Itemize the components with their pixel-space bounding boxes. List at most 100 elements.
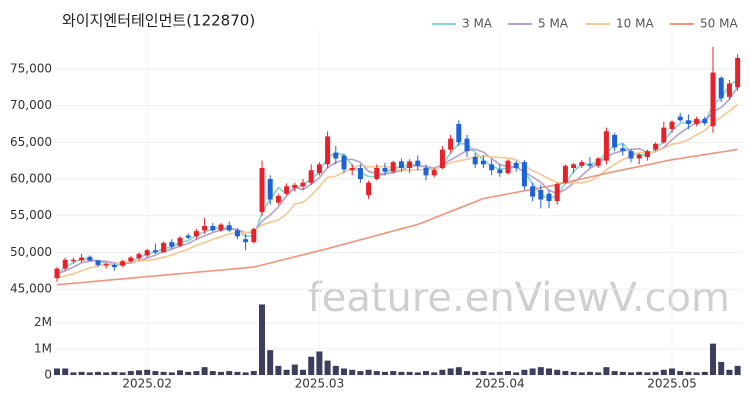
volume-tick-label: 2M (34, 315, 52, 329)
watermark: feature.enViewV.com (308, 275, 730, 321)
volume-bar (365, 369, 372, 375)
candle-body (620, 148, 626, 152)
candle-body (349, 168, 355, 171)
volume-bar (54, 368, 60, 375)
candle-body (169, 242, 175, 247)
volume-bar (480, 371, 487, 375)
volume-bar (660, 369, 667, 375)
candle-body (103, 264, 109, 266)
volume-bar (291, 364, 298, 375)
candle-body (415, 160, 421, 166)
candle-body (218, 224, 224, 231)
candle-body (259, 168, 265, 213)
candle-body (497, 169, 503, 174)
volume-bar (652, 371, 659, 375)
volume-bar (398, 371, 405, 375)
volume-bar (300, 369, 306, 375)
volume-bar (341, 368, 347, 375)
candle-body (144, 250, 150, 256)
candle-body (431, 170, 437, 176)
legend-label: 3 MA (462, 17, 493, 31)
candle-body (54, 268, 60, 279)
candle-body (275, 195, 281, 203)
volume-tick-label: 1M (34, 341, 52, 355)
volume-bar (152, 371, 159, 375)
volume-bar (168, 372, 175, 375)
volume-bar (472, 371, 479, 375)
candle-body (120, 261, 126, 266)
ma-line (56, 148, 738, 286)
x-tick-label: 2025.03 (295, 377, 345, 391)
volume-bar (496, 371, 503, 375)
volume-bar (505, 371, 511, 375)
candle-body (70, 259, 76, 262)
candle-body (562, 165, 568, 183)
candle-body (456, 123, 462, 143)
ma-line (56, 79, 739, 275)
candle-body (325, 136, 331, 165)
candle-body (521, 162, 527, 187)
candle-body (333, 152, 339, 159)
volume-bar (431, 372, 438, 375)
candle-body (612, 134, 618, 148)
candle-body (489, 164, 495, 171)
volume-bar (447, 368, 454, 375)
candle-body (464, 138, 470, 152)
volume-bar (209, 371, 216, 375)
volume-bar (554, 369, 561, 375)
volume-bar (160, 371, 167, 375)
volume-bar (103, 372, 110, 375)
candle-body (316, 164, 322, 174)
candle-body (300, 182, 306, 187)
volume-bar (619, 371, 626, 375)
volume-panel (55, 300, 743, 375)
volume-bar (562, 371, 569, 375)
candle-body (407, 161, 413, 169)
candle-body (579, 162, 585, 166)
volume-bar (669, 368, 675, 375)
volume-bar (406, 371, 413, 375)
y-tick-label: 75,000 (10, 61, 52, 75)
candle-body (390, 162, 396, 172)
volume-bar (734, 365, 741, 375)
volume-bar (726, 369, 733, 375)
volume-bar (185, 371, 192, 375)
candle-body (202, 225, 208, 231)
candle-body (366, 182, 372, 196)
volume-bar (234, 371, 241, 375)
volume-bar (136, 370, 142, 375)
volume-bar (111, 371, 118, 375)
volume-bar (226, 371, 233, 375)
candle-body (628, 151, 634, 159)
candle-body (128, 257, 134, 262)
y-tick-label: 70,000 (10, 98, 52, 112)
volume-bar (177, 370, 183, 375)
candle-body (685, 120, 691, 124)
candle-body (677, 116, 683, 121)
candle-body (243, 239, 249, 243)
volume-bar (267, 350, 274, 375)
candle-body (374, 168, 380, 180)
ma-line (56, 103, 739, 279)
volume-bar (685, 371, 692, 375)
legend-label: 5 MA (538, 17, 569, 31)
y-tick-label: 60,000 (10, 172, 52, 186)
volume-bar (488, 372, 495, 375)
candle-body (571, 164, 577, 169)
volume-bar (275, 365, 282, 375)
legend-label: 50 MA (700, 17, 738, 31)
candle-body (341, 155, 347, 170)
volume-bar (414, 372, 421, 375)
volume-bar (78, 371, 85, 375)
candle-body (480, 160, 486, 165)
volume-bar (218, 371, 224, 375)
candle-body (136, 253, 142, 259)
volume-bar (677, 371, 684, 375)
volume-bar (373, 371, 380, 375)
volume-bar (193, 371, 200, 375)
volume-bar (423, 371, 429, 375)
volume-bar (701, 371, 708, 375)
candle-body (79, 257, 85, 261)
volume-bar (537, 367, 544, 375)
